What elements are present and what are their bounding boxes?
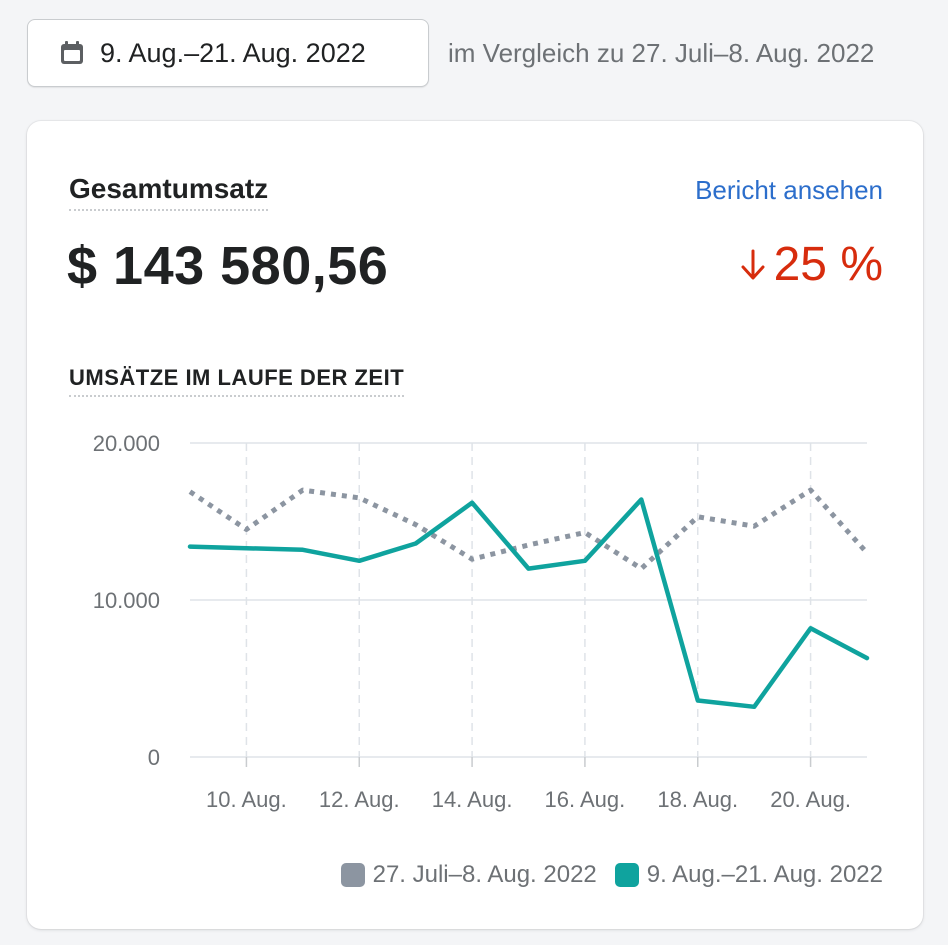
- metric-title[interactable]: Gesamtumsatz: [69, 173, 269, 211]
- x-tick-label: 10. Aug.: [206, 787, 287, 812]
- legend-label-previous: 27. Juli–8. Aug. 2022: [372, 861, 597, 888]
- legend-item-previous[interactable]: 27. Juli–8. Aug. 2022: [340, 861, 597, 889]
- date-range-label: 9. Aug.–21. Aug. 2022: [100, 37, 366, 68]
- y-tick-label: 0: [148, 745, 160, 770]
- total-sales-card: Gesamtumsatz Bericht ansehen $ 143 580,5…: [27, 121, 923, 929]
- x-tick-label: 20. Aug.: [770, 787, 851, 812]
- series-line-previous: [188, 487, 869, 572]
- series-layer: [187, 487, 870, 710]
- change-percent: 25 %: [773, 238, 883, 291]
- arrow-down-icon: [740, 247, 766, 283]
- total-sales-value: $ 143 580,56: [67, 236, 389, 296]
- y-tick-label: 20.000: [93, 431, 160, 456]
- y-tick-label: 10.000: [93, 588, 160, 613]
- x-tick-label: 18. Aug.: [657, 787, 738, 812]
- legend-swatch-current: [614, 863, 639, 887]
- series-line-current: [187, 497, 870, 710]
- comparison-text: im Vergleich zu 27. Juli–8. Aug. 2022: [448, 38, 875, 68]
- legend-label-current: 9. Aug.–21. Aug. 2022: [646, 861, 883, 888]
- chart-legend: 27. Juli–8. Aug. 2022 9. Aug.–21. Aug. 2…: [323, 861, 883, 889]
- calendar-icon: [58, 39, 86, 67]
- chart-title[interactable]: UMSÄTZE IM LAUFE DER ZEIT: [69, 365, 405, 397]
- change-indicator: 25 %: [740, 237, 883, 292]
- view-report-link[interactable]: Bericht ansehen: [695, 175, 883, 205]
- y-tick-layer: 20.000 10.000 0: [93, 431, 160, 770]
- legend-item-current[interactable]: 9. Aug.–21. Aug. 2022: [614, 861, 883, 889]
- x-tick-label: 16. Aug.: [545, 787, 626, 812]
- grid-layer: [190, 442, 867, 758]
- x-tick-label: 14. Aug.: [432, 787, 513, 812]
- legend-swatch-previous: [340, 863, 365, 887]
- date-range-button[interactable]: 9. Aug.–21. Aug. 2022: [27, 19, 429, 87]
- x-tick-layer: 10. Aug. 12. Aug. 14. Aug. 16. Aug. 18. Aug.…: [206, 757, 851, 812]
- sales-over-time-chart: 20.000 10.000 0 10. Aug. 12. Aug. 14. Aug. 16…: [93, 431, 870, 812]
- x-tick-label: 12. Aug.: [319, 787, 400, 812]
